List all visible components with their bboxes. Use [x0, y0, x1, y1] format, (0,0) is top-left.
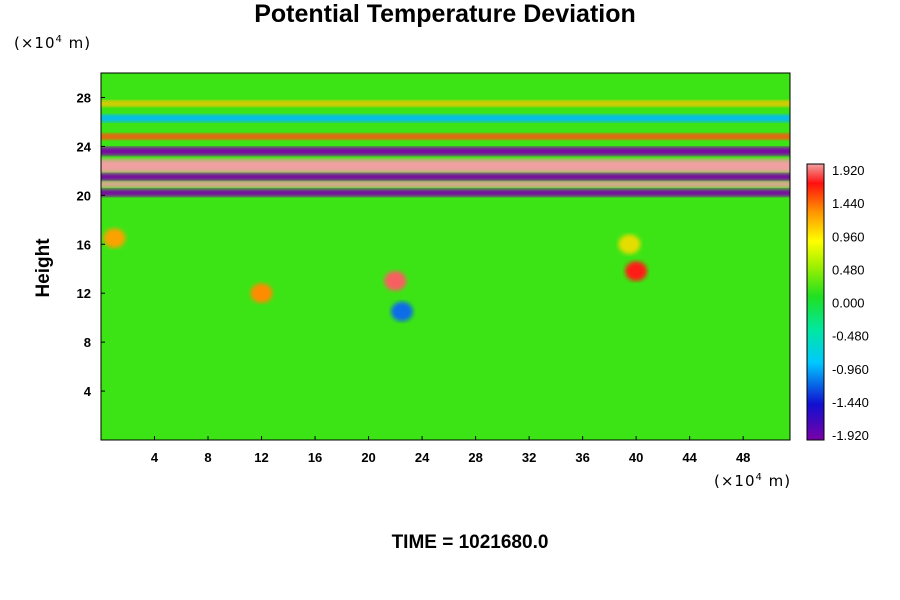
plot-frame	[100, 72, 791, 441]
heatmap-band	[101, 147, 790, 156]
x-tick-label: 32	[522, 450, 536, 465]
y-tick-label: 20	[77, 188, 91, 203]
x-tick-label: 40	[629, 450, 643, 465]
x-tick-label: 28	[468, 450, 482, 465]
heatmap-band	[101, 173, 790, 181]
x-tick-label: 20	[361, 450, 375, 465]
heatmap-blob	[250, 283, 273, 303]
x-tick-label: 8	[204, 450, 211, 465]
x-tick-label: 12	[254, 450, 268, 465]
y-tick-label: 24	[77, 139, 92, 154]
colorbar-tick-label: 1.920	[832, 163, 865, 178]
time-readout: TIME = 1021680.0	[391, 532, 549, 553]
x-tick-label: 4	[151, 450, 159, 465]
heatmap-band	[101, 181, 790, 188]
x-tick-label: 48	[736, 450, 750, 465]
y-tick-label: 8	[84, 335, 91, 350]
heatmap-background	[101, 73, 790, 440]
colorbar-tick-label: 1.440	[832, 196, 865, 211]
heatmap-blob	[391, 301, 414, 322]
colorbar-tick-label: 0.000	[832, 296, 865, 311]
heatmap-band	[101, 159, 790, 173]
heatmap-band	[101, 100, 790, 107]
colorbar-tick-label: -1.920	[832, 428, 869, 443]
x-tick-label: 16	[308, 450, 322, 465]
heatmap-blob	[384, 271, 407, 291]
heatmap-blob	[625, 261, 648, 281]
heatmap-band	[101, 114, 790, 122]
y-unit-label: (×104 m)	[14, 34, 92, 52]
colorbar-tick-label: -0.960	[832, 362, 869, 377]
x-tick-label: 36	[575, 450, 589, 465]
y-tick-label: 4	[84, 384, 92, 399]
y-tick-label: 16	[77, 237, 91, 252]
heatmap-band	[101, 133, 790, 140]
x-unit-label: (×104 m)	[714, 472, 792, 490]
colorbar-tick-label: 0.480	[832, 262, 865, 277]
heatmap-band	[101, 189, 790, 197]
y-tick-label: 28	[77, 90, 91, 105]
x-tick-label: 44	[682, 450, 697, 465]
colorbar-tick-label: -1.440	[832, 395, 869, 410]
x-tick-label: 24	[415, 450, 430, 465]
colorbar-tick-label: -0.480	[832, 329, 869, 344]
heatmap-blob	[618, 234, 641, 255]
colorbar	[806, 163, 825, 441]
colorbar-tick-label: 0.960	[832, 229, 865, 244]
y-tick-label: 12	[77, 286, 91, 301]
heatmap-blob	[103, 228, 126, 248]
chart-title: Potential Temperature Deviation	[254, 0, 636, 28]
